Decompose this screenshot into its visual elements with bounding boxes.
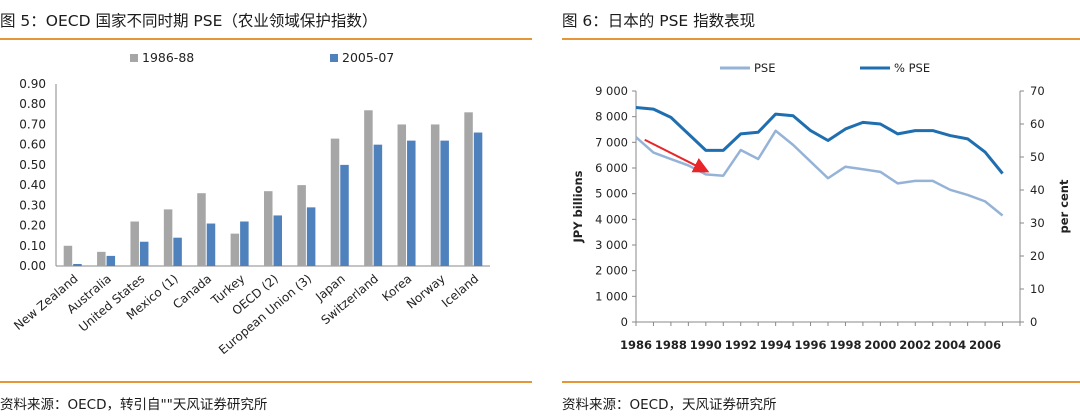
right-tick-label: 20 bbox=[1030, 249, 1045, 263]
y-tick-label: 0.20 bbox=[19, 219, 46, 233]
right-axis-title: per cent bbox=[1057, 179, 1071, 234]
x-tick-label: 2004 bbox=[934, 338, 966, 352]
bar-2005-07 bbox=[407, 140, 416, 266]
bar-2005-07 bbox=[73, 263, 82, 266]
y-tick-label: 0.90 bbox=[19, 77, 46, 91]
bar-2005-07 bbox=[473, 132, 483, 266]
bar-2005-07 bbox=[206, 223, 216, 266]
y-tick-label: 0.80 bbox=[19, 97, 46, 111]
x-tick-label: 1994 bbox=[760, 338, 792, 352]
figure-5-title: 图 5：OECD 国家不同时期 PSE（农业领域保护指数） bbox=[0, 12, 378, 30]
bar-1986-88 bbox=[163, 209, 173, 266]
right-tick-label: 30 bbox=[1030, 216, 1045, 230]
x-tick-label: 1998 bbox=[829, 338, 861, 352]
legend-swatch-2005-07 bbox=[330, 54, 338, 62]
legend-label-2005-07: 2005-07 bbox=[342, 50, 394, 65]
bar-1986-88 bbox=[297, 185, 306, 266]
left-tick-label: 7 000 bbox=[595, 135, 628, 149]
left-tick-label: 0 bbox=[621, 315, 628, 329]
bar-1986-88 bbox=[364, 110, 373, 267]
y-tick-label: 0.70 bbox=[19, 117, 46, 131]
y-tick-label: 0.40 bbox=[19, 178, 46, 192]
figure-5-source: 资料来源：OECD，转引自""天风证券研究所 bbox=[0, 397, 268, 413]
left-tick-label: 8 000 bbox=[595, 110, 628, 124]
bar-2005-07 bbox=[373, 144, 383, 266]
figure-5-top-rule bbox=[0, 38, 532, 40]
left-tick-label: 4 000 bbox=[595, 212, 628, 226]
bar-2005-07 bbox=[340, 164, 349, 266]
x-tick-label: 2006 bbox=[969, 338, 1001, 352]
figure-6-line-chart: PSE % PSE 0 1 000 2 000 3 000 4 000 5 000 6 000 7… bbox=[571, 61, 1071, 352]
left-axis-title: JPY billions bbox=[571, 170, 585, 243]
right-tick-label: 50 bbox=[1030, 150, 1045, 164]
x-tick-label: 1992 bbox=[725, 338, 757, 352]
trend-arrow-icon bbox=[644, 138, 710, 173]
legend-label: % PSE bbox=[894, 61, 930, 75]
x-tick-label: 1990 bbox=[690, 338, 722, 352]
figure-5-panel: 图 5：OECD 国家不同时期 PSE（农业领域保护指数） 1986-88 200… bbox=[0, 0, 532, 418]
figure-5-bar-chart: 1986-88 2005-07 0.00 0.10 0.20 0.30 0.40 0.50 0.… bbox=[11, 50, 490, 357]
figure-5-bottom-rule bbox=[0, 381, 532, 383]
bar-2005-07 bbox=[173, 237, 182, 266]
left-tick-label: 1 000 bbox=[595, 289, 628, 303]
bar-1986-88 bbox=[130, 221, 139, 266]
right-tick-label: 60 bbox=[1030, 117, 1045, 131]
bar-2005-07 bbox=[306, 207, 316, 266]
figure-6-top-rule bbox=[562, 38, 1080, 40]
x-category-label: Norway bbox=[404, 272, 448, 312]
series-line-PSE bbox=[635, 129, 1004, 217]
figure-6-panel: 图 6：日本的 PSE 指数表现 PSE % PSE 0 1 000 2 000 3 00… bbox=[562, 0, 1080, 418]
legend-label-1986-88: 1986-88 bbox=[142, 50, 194, 65]
left-tick-label: 9 000 bbox=[595, 84, 628, 98]
bar-1986-88 bbox=[63, 245, 73, 266]
y-tick-label: 0.50 bbox=[19, 158, 46, 172]
y-tick-label: 0.00 bbox=[19, 259, 46, 273]
bar-2005-07 bbox=[240, 221, 249, 266]
x-category-label: Iceland bbox=[439, 272, 481, 311]
bar-2005-07 bbox=[106, 255, 116, 266]
figure-6-title: 图 6：日本的 PSE 指数表现 bbox=[562, 12, 756, 30]
x-tick-label: 2002 bbox=[899, 338, 931, 352]
bar-2005-07 bbox=[139, 241, 149, 266]
x-tick-label: 2000 bbox=[864, 338, 896, 352]
bar-1986-88 bbox=[430, 124, 440, 266]
right-tick-label: 40 bbox=[1030, 183, 1045, 197]
legend-label: PSE bbox=[754, 61, 776, 75]
bar-1986-88 bbox=[197, 193, 206, 266]
bar-1986-88 bbox=[397, 124, 407, 266]
left-tick-label: 3 000 bbox=[595, 238, 628, 252]
x-tick-label: 1996 bbox=[795, 338, 827, 352]
y-tick-label: 0.10 bbox=[19, 239, 46, 253]
bar-1986-88 bbox=[230, 233, 240, 266]
left-tick-label: 2 000 bbox=[595, 264, 628, 278]
bar-2005-07 bbox=[440, 140, 449, 266]
x-tick-label: 1988 bbox=[655, 338, 687, 352]
bar-1986-88 bbox=[464, 112, 473, 266]
figure-6-bottom-rule bbox=[562, 381, 1080, 383]
right-tick-label: 70 bbox=[1030, 84, 1045, 98]
bar-1986-88 bbox=[97, 251, 106, 266]
left-tick-label: 6 000 bbox=[595, 161, 628, 175]
series-line-pct-PSE bbox=[635, 106, 1004, 175]
left-tick-label: 5 000 bbox=[595, 187, 628, 201]
y-tick-label: 0.30 bbox=[19, 198, 46, 212]
bar-2005-07 bbox=[273, 215, 282, 266]
y-tick-label: 0.60 bbox=[19, 138, 46, 152]
x-tick-label: 1986 bbox=[620, 338, 652, 352]
legend-swatch-1986-88 bbox=[130, 54, 138, 62]
right-tick-label: 10 bbox=[1030, 282, 1045, 296]
bar-1986-88 bbox=[330, 138, 340, 266]
right-tick-label: 0 bbox=[1030, 315, 1037, 329]
bar-1986-88 bbox=[264, 191, 273, 266]
figure-6-source: 资料来源：OECD，天风证券研究所 bbox=[562, 397, 777, 413]
